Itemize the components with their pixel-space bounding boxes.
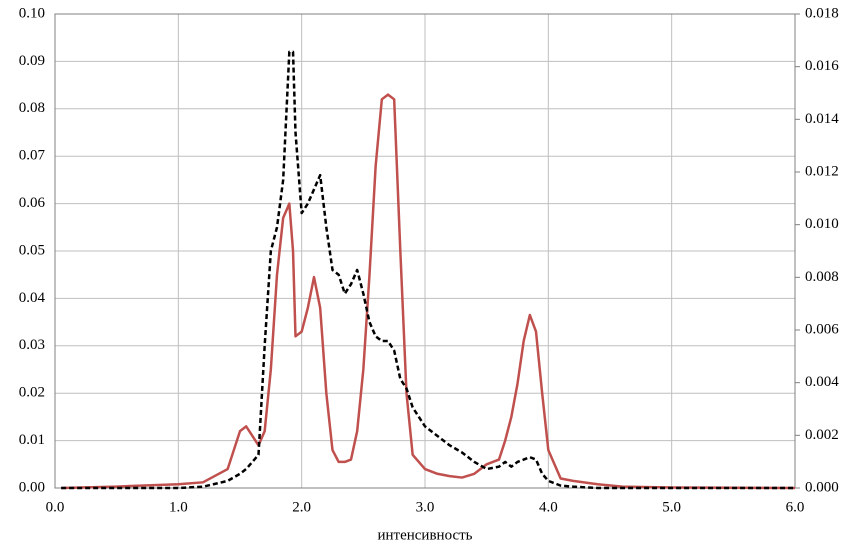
y-tick-label: 0.08 (19, 100, 45, 116)
y2-tick-label: 0.004 (805, 374, 839, 390)
y2-tick-label: 0.016 (805, 58, 839, 74)
y-tick-label: 0.04 (19, 290, 46, 306)
x-tick-label: 2.0 (292, 499, 311, 515)
plot-frame (54, 13, 796, 489)
y-tick-label: 0.10 (19, 5, 45, 21)
x-tick-label: 3.0 (416, 499, 435, 515)
y-tick-label: 0.05 (19, 242, 45, 258)
x-tick-label: 6.0 (786, 499, 805, 515)
x-tick-label: 4.0 (539, 499, 558, 515)
y2-tick-label: 0.010 (805, 216, 839, 232)
x-axis-label: интенсивность (377, 527, 472, 543)
x-tick-label: 5.0 (662, 499, 681, 515)
x-tick-label: 0.0 (46, 499, 65, 515)
series-line (61, 93, 796, 490)
y2-tick-label: 0.008 (805, 269, 839, 285)
y2-tick-label: 0.002 (805, 427, 839, 443)
y-tick-label: 0.02 (19, 385, 45, 401)
y-tick-label: 0.01 (19, 432, 45, 448)
y2-tick-label: 0.006 (805, 321, 839, 337)
y2-tick-label: 0.014 (805, 111, 839, 127)
y-tick-label: 0.00 (19, 479, 45, 495)
y-tick-label: 0.06 (19, 195, 46, 211)
y2-tick-label: 0.018 (805, 5, 839, 21)
y2-tick-label: 0.012 (805, 163, 839, 179)
y-tick-label: 0.09 (19, 53, 45, 69)
y-tick-label: 0.07 (19, 148, 46, 164)
y-tick-label: 0.03 (19, 337, 45, 353)
x-tick-label: 1.0 (169, 499, 188, 515)
series-line (61, 50, 795, 490)
y2-tick-label: 0.000 (805, 479, 839, 495)
